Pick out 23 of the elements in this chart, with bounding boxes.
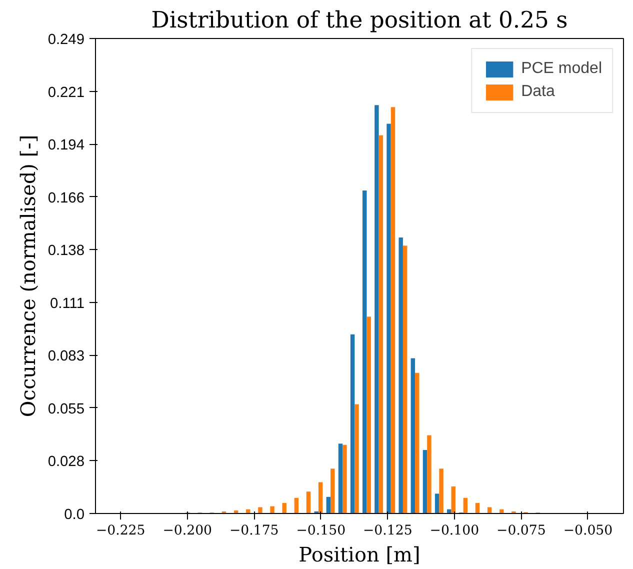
x-tick-label: −0.100 [430,524,480,538]
legend-label: Data [521,83,555,101]
y-tick-label: 0.221 [48,84,85,101]
legend-label: PCE model [521,60,602,78]
y-tick-label: 0.083 [48,348,85,365]
x-tick-label: −0.175 [229,524,279,538]
x-tick-label: −0.225 [96,524,146,538]
y-tick-label: 0.055 [48,401,85,418]
x-tick-label: −0.050 [563,524,613,538]
y-tick-label: 0.111 [50,296,85,312]
x-axis-title: Position [m] [298,542,420,566]
x-tick-label: −0.200 [162,524,212,538]
y-tick-label: 0.249 [48,32,85,48]
x-tick-label: −0.150 [296,524,346,538]
y-tick-label: 0.0 [64,507,84,523]
y-tick-label: 0.138 [48,243,85,260]
x-tick-label: −0.075 [496,524,546,538]
y-axis-title: Occurrence (normalised) [-] [16,134,40,418]
y-tick-label: 0.028 [48,454,85,470]
y-tick-label: 0.166 [48,190,85,206]
y-tick-label: 0.194 [48,138,85,154]
chart-title: Distribution of the position at 0.25 s [151,8,568,34]
x-tick-label: −0.125 [363,524,412,538]
